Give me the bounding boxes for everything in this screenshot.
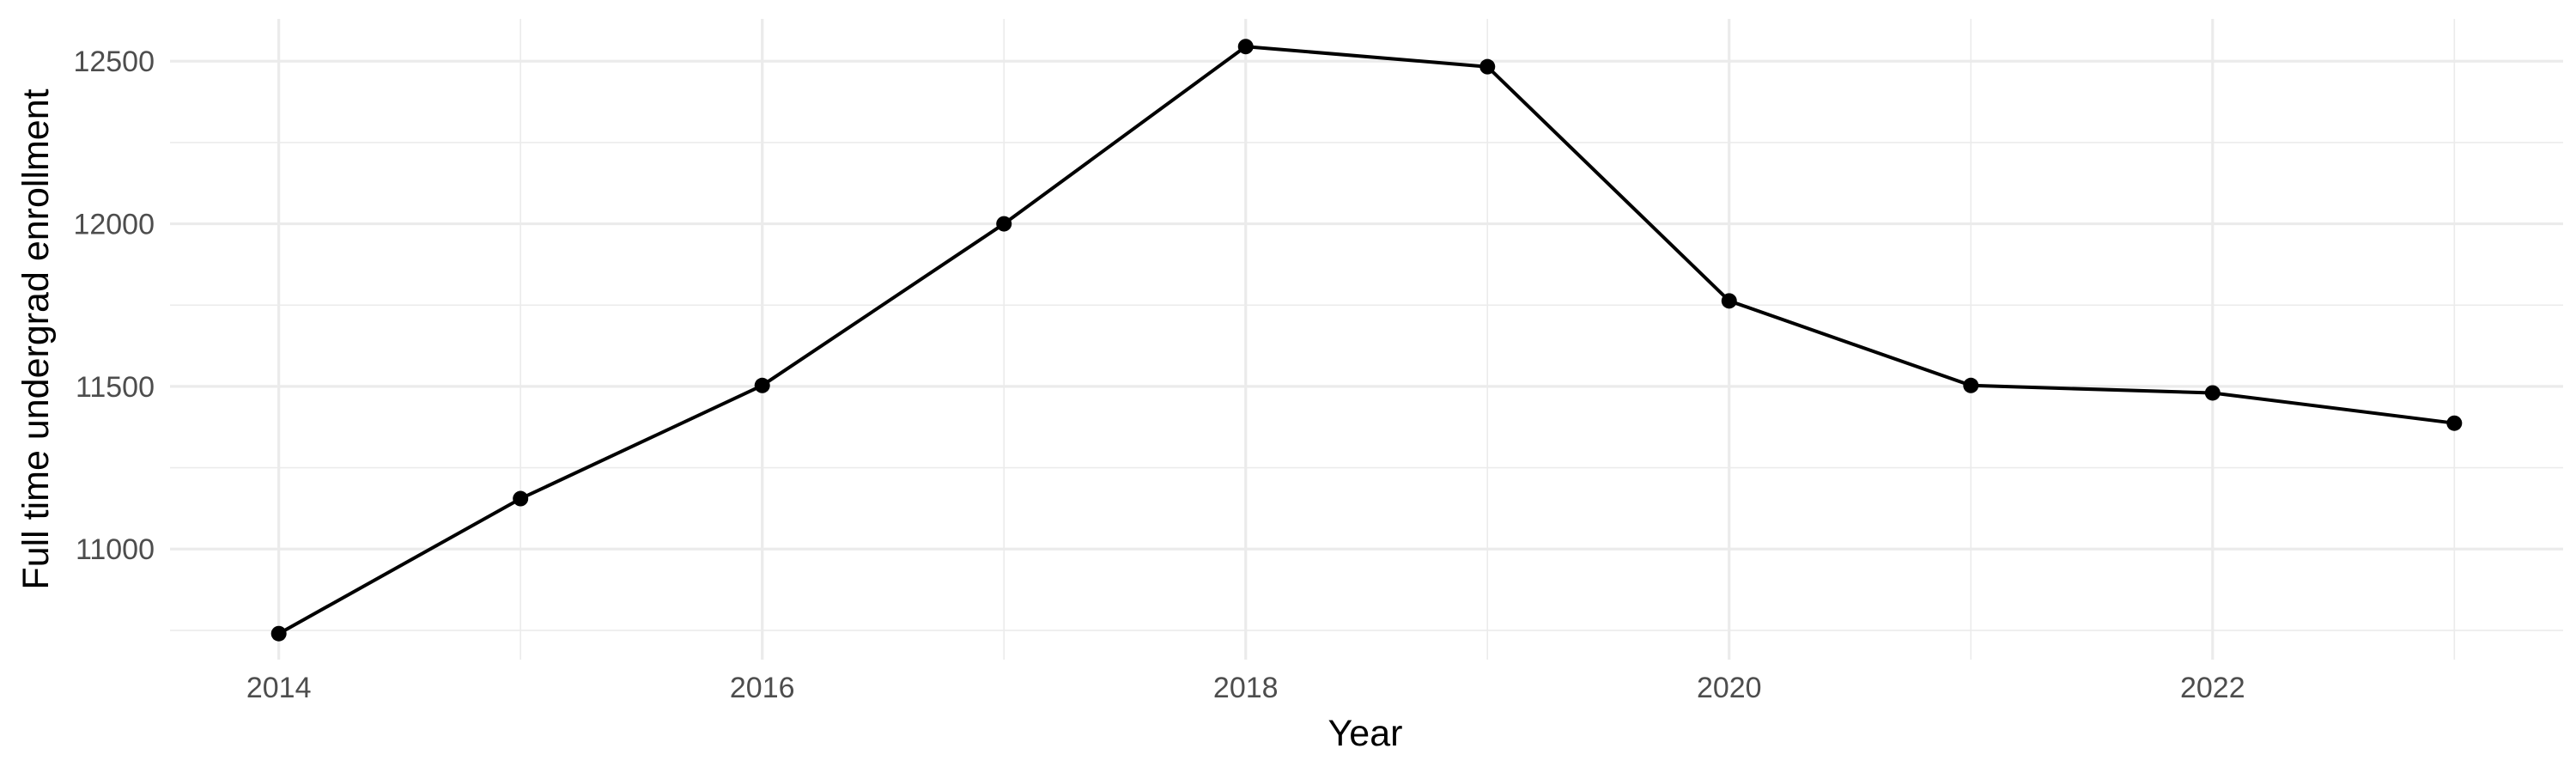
series-line: [277, 45, 2455, 636]
data-point: [1963, 377, 1979, 393]
x-tick-label: 2016: [730, 672, 795, 704]
data-point: [996, 216, 1012, 232]
data-point: [1479, 58, 1496, 75]
y-axis-title: Full time undergrad enrollment: [15, 88, 57, 589]
y-tick-label: 11500: [76, 371, 155, 404]
x-axis-title: Year: [1328, 713, 1403, 754]
x-tick-label: 2020: [1697, 672, 1762, 704]
y-tick-label: 12500: [73, 46, 155, 78]
data-point: [2446, 415, 2463, 431]
x-tick-label: 2014: [246, 672, 312, 704]
data-point: [2204, 385, 2221, 401]
data-point: [754, 377, 770, 393]
data-point: [1721, 293, 1737, 309]
grid: [170, 19, 2563, 660]
y-tick-label: 11000: [76, 533, 155, 566]
data-point: [1237, 39, 1254, 55]
data-point: [270, 625, 287, 642]
x-axis-ticks: 2014 2016 2018 2020 2022: [246, 672, 2245, 704]
x-tick-label: 2018: [1213, 672, 1279, 704]
series-layer: [270, 39, 2463, 642]
y-tick-label: 12000: [73, 209, 155, 241]
y-axis-ticks: 11000 11500 12000 12500: [73, 46, 155, 566]
x-tick-label: 2022: [2180, 672, 2245, 704]
data-point: [513, 490, 529, 507]
